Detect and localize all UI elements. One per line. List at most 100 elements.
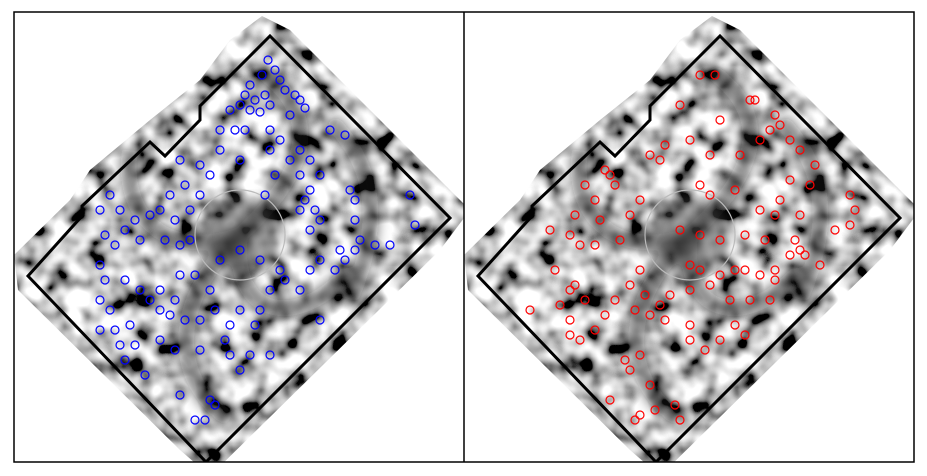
- data-point: [100, 230, 110, 240]
- data-point: [190, 415, 200, 425]
- data-point: [740, 265, 750, 275]
- data-point: [565, 330, 575, 340]
- data-point: [765, 125, 775, 135]
- data-point: [705, 190, 715, 200]
- data-point: [670, 400, 680, 410]
- data-point: [285, 110, 295, 120]
- data-point: [275, 75, 285, 85]
- data-point: [610, 295, 620, 305]
- data-point: [275, 265, 285, 275]
- data-point: [185, 205, 195, 215]
- data-point: [230, 125, 240, 135]
- data-point: [635, 265, 645, 275]
- data-point: [170, 295, 180, 305]
- data-point: [665, 290, 675, 300]
- data-point: [95, 205, 105, 215]
- data-point: [270, 170, 280, 180]
- data-point: [155, 285, 165, 295]
- data-point: [260, 90, 270, 100]
- data-point: [565, 230, 575, 240]
- data-point: [130, 340, 140, 350]
- data-point: [615, 235, 625, 245]
- data-point: [550, 265, 560, 275]
- data-point: [620, 355, 630, 365]
- data-point: [135, 235, 145, 245]
- data-point: [235, 365, 245, 375]
- data-point: [295, 170, 305, 180]
- data-point: [315, 170, 325, 180]
- data-point: [260, 190, 270, 200]
- data-point: [220, 335, 230, 345]
- data-point: [410, 220, 420, 230]
- data-point: [370, 240, 380, 250]
- data-point: [145, 295, 155, 305]
- data-point: [565, 285, 575, 295]
- data-point: [715, 115, 725, 125]
- data-point: [635, 410, 645, 420]
- data-point: [705, 280, 715, 290]
- data-point: [785, 135, 795, 145]
- data-point: [590, 325, 600, 335]
- data-point: [257, 70, 267, 80]
- data-point: [760, 235, 770, 245]
- data-point: [345, 185, 355, 195]
- data-point: [95, 325, 105, 335]
- data-point: [335, 245, 345, 255]
- data-point: [190, 270, 200, 280]
- data-point: [645, 310, 655, 320]
- data-point: [340, 255, 350, 265]
- data-point: [685, 335, 695, 345]
- data-point: [210, 400, 220, 410]
- data-point: [675, 225, 685, 235]
- data-point: [570, 280, 580, 290]
- data-point: [625, 280, 635, 290]
- data-point: [325, 125, 335, 135]
- data-point: [265, 100, 275, 110]
- data-point: [305, 185, 315, 195]
- data-point: [120, 355, 130, 365]
- data-point: [775, 120, 785, 130]
- data-point: [235, 100, 245, 110]
- data-point: [710, 70, 720, 80]
- data-point: [795, 210, 805, 220]
- data-point: [745, 95, 755, 105]
- data-point: [205, 285, 215, 295]
- data-point: [660, 140, 670, 150]
- data-point: [755, 270, 765, 280]
- data-point: [350, 195, 360, 205]
- data-point: [300, 103, 310, 113]
- data-point: [285, 155, 295, 165]
- data-point: [730, 265, 740, 275]
- data-point: [235, 245, 245, 255]
- data-point: [590, 195, 600, 205]
- data-point: [745, 295, 755, 305]
- data-point: [695, 230, 705, 240]
- data-point: [295, 145, 305, 155]
- data-point: [660, 315, 670, 325]
- data-point: [600, 165, 610, 175]
- data-point: [695, 265, 705, 275]
- data-point: [263, 55, 273, 65]
- points-layer: [95, 55, 860, 425]
- data-point: [250, 320, 260, 330]
- data-point: [725, 295, 735, 305]
- data-point: [315, 255, 325, 265]
- data-point: [575, 240, 585, 250]
- data-point: [215, 125, 225, 135]
- data-point: [645, 380, 655, 390]
- data-point: [245, 350, 255, 360]
- data-point: [705, 150, 715, 160]
- data-point: [200, 415, 210, 425]
- data-point: [795, 145, 805, 155]
- data-point: [265, 350, 275, 360]
- data-point: [590, 240, 600, 250]
- data-point: [750, 95, 760, 105]
- data-point: [630, 415, 640, 425]
- data-point: [225, 320, 235, 330]
- data-point: [255, 305, 265, 315]
- data-point: [790, 235, 800, 245]
- data-point: [125, 320, 135, 330]
- data-point: [145, 210, 155, 220]
- data-point: [350, 245, 360, 255]
